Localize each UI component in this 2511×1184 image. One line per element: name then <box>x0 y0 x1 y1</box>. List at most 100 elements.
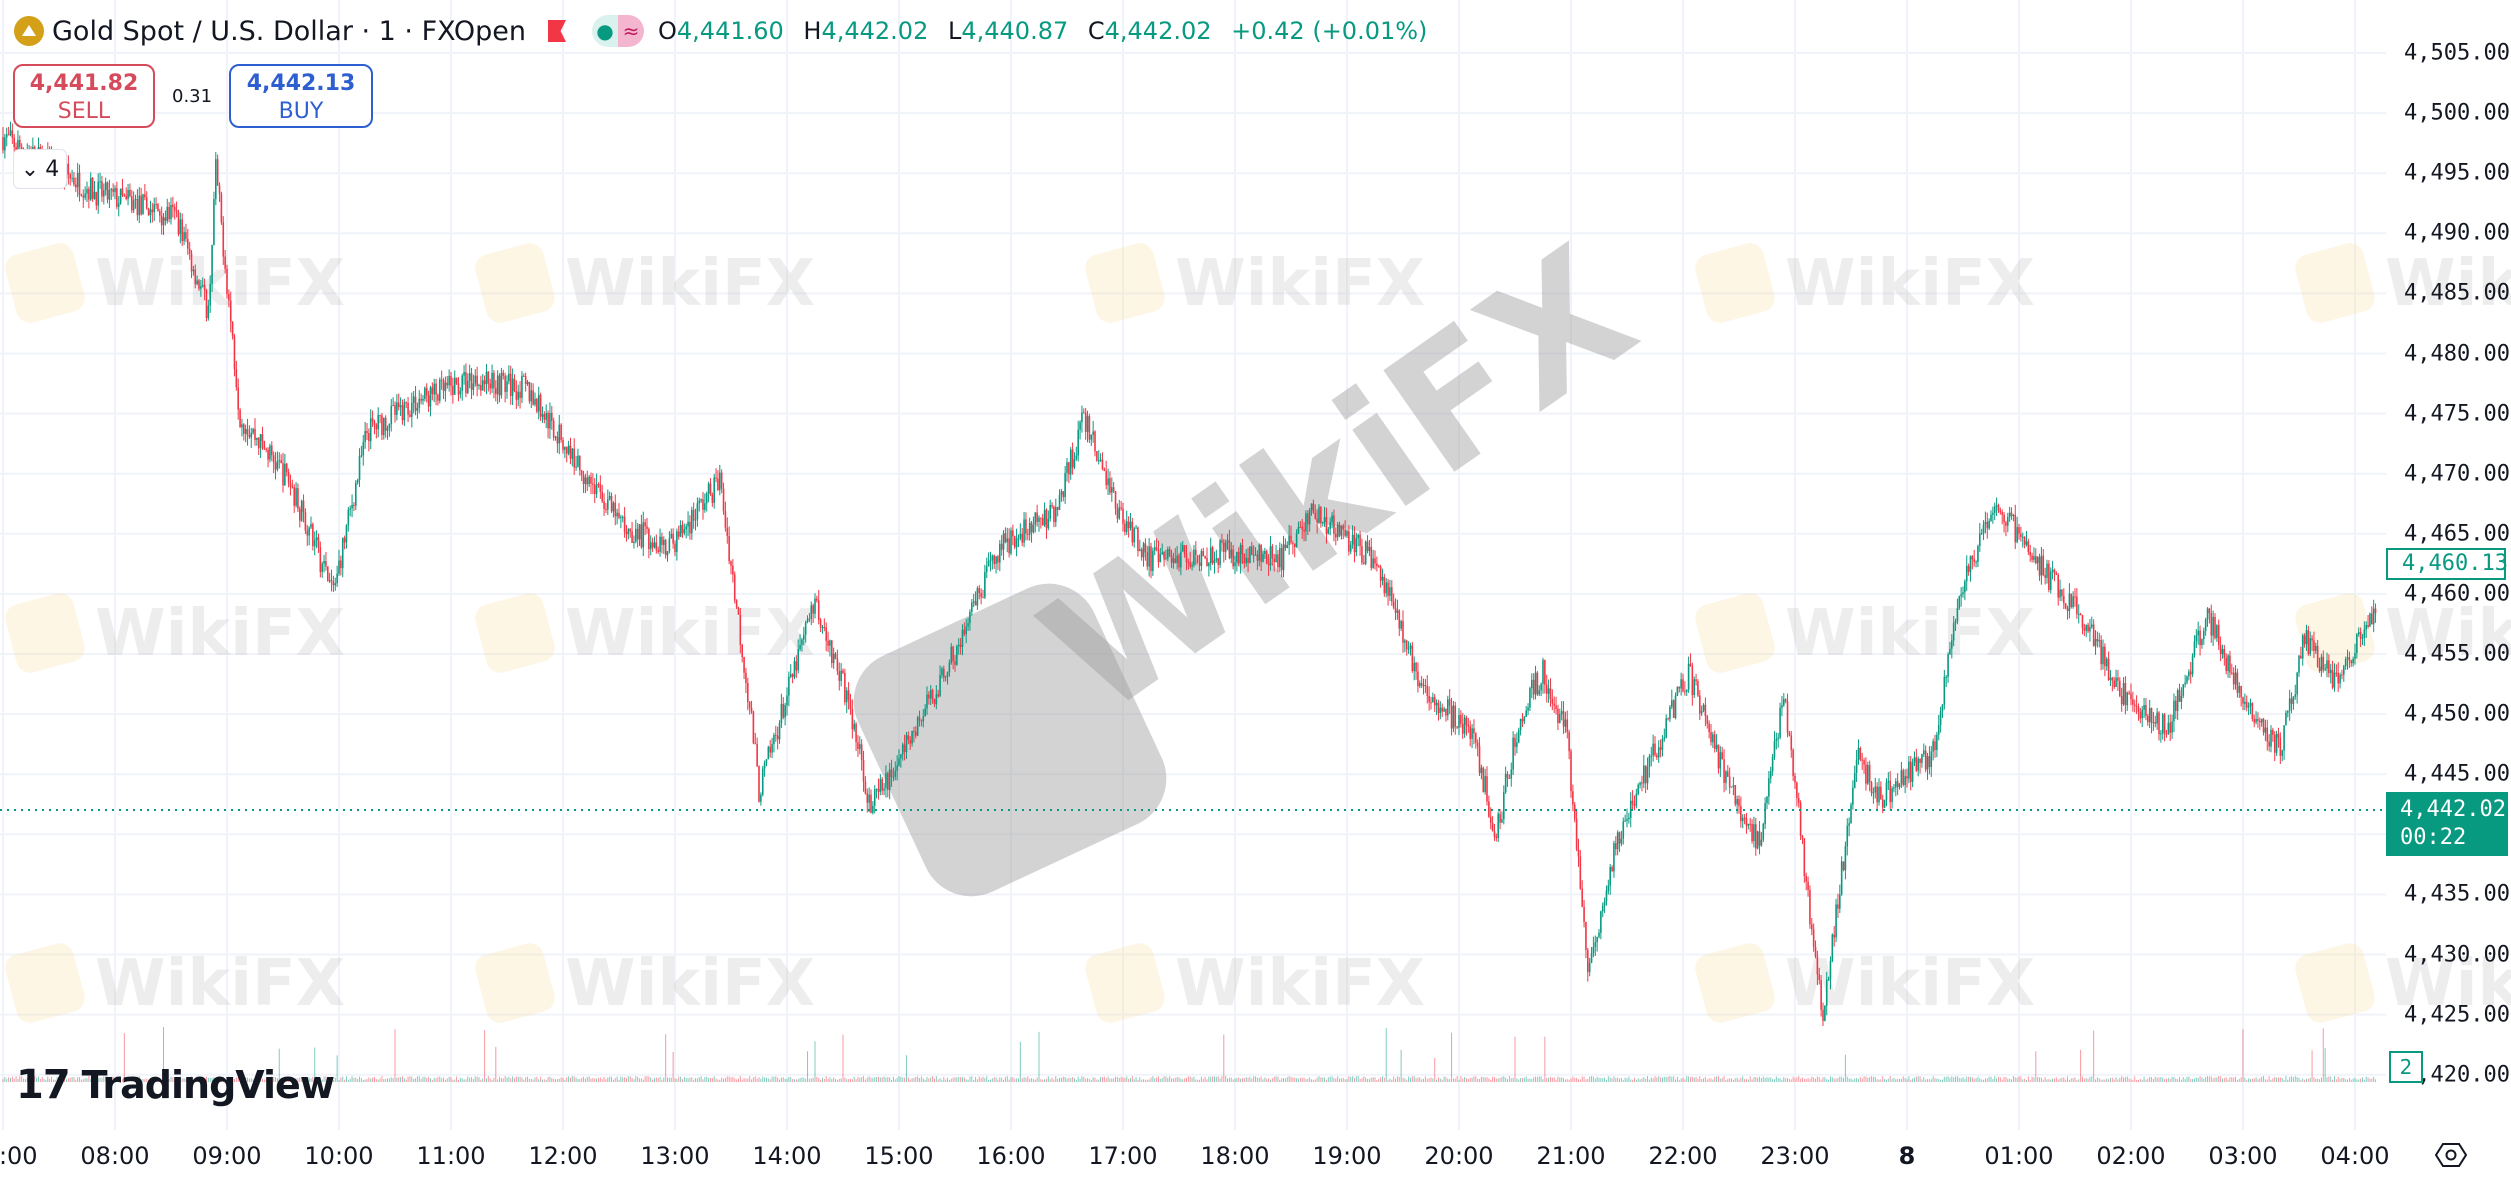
candle-body <box>198 280 200 289</box>
buy-button[interactable]: 4,442.13 BUY <box>229 64 373 128</box>
candle-body <box>1508 777 1511 779</box>
volume-bar <box>502 1078 504 1082</box>
volume-bar <box>879 1077 881 1082</box>
candle-body <box>1760 839 1763 846</box>
candle-body <box>1417 671 1419 687</box>
volume-bar <box>752 1077 754 1082</box>
time-axis[interactable]: 07:0008:0009:0010:0011:0012:0013:0014:00… <box>0 1130 2390 1184</box>
volume-bar <box>1027 1076 1029 1082</box>
volume-bar <box>963 1077 965 1082</box>
candle-body <box>313 540 316 547</box>
chart-settings-icon[interactable] <box>2434 1142 2468 1168</box>
candle-body <box>1753 824 1755 842</box>
candle-body <box>1695 679 1697 682</box>
volume-bar <box>372 1077 374 1082</box>
candle-body <box>444 382 447 392</box>
candle-body <box>1840 861 1843 895</box>
candle-body <box>1893 787 1895 789</box>
candle-body <box>537 394 540 412</box>
volume-bar <box>446 1078 448 1082</box>
candle-body <box>582 475 585 485</box>
tradingview-logo[interactable]: 17 TradingView <box>16 1062 335 1108</box>
sell-button[interactable]: 4,441.82 SELL <box>13 64 155 128</box>
volume-bar <box>762 1076 764 1082</box>
volume-bar <box>1449 1079 1451 1082</box>
candle-body <box>2268 741 2270 747</box>
volume-bar <box>1904 1077 1906 1082</box>
candle-body <box>1368 546 1371 551</box>
volume-bar <box>2091 1076 2093 1082</box>
price-axis-label: 4,485.00 <box>2404 280 2510 306</box>
volume-bar <box>571 1076 573 1082</box>
volume-pane-count[interactable]: 2 <box>2389 1051 2423 1083</box>
candle-body <box>987 560 990 567</box>
volume-bar <box>1094 1077 1096 1082</box>
candle-body <box>1355 538 1358 553</box>
candle-body <box>437 394 439 401</box>
candle-body <box>384 417 387 431</box>
volume-bar <box>872 1077 874 1082</box>
candle-body <box>885 773 887 789</box>
volume-bar <box>1357 1076 1359 1082</box>
candle-body <box>1254 554 1257 556</box>
candle-body <box>1404 640 1406 643</box>
volume-bar <box>39 1079 41 1082</box>
volume-bar <box>586 1076 588 1082</box>
candle-body <box>1273 558 1275 563</box>
volume-bar <box>261 1078 263 1082</box>
volume-bar <box>2266 1079 2268 1082</box>
candle-body <box>2010 512 2013 516</box>
volume-bar <box>1747 1079 1749 1082</box>
volume-bar <box>26 1077 28 1082</box>
volume-bar <box>258 1078 260 1082</box>
candle-body <box>2014 514 2017 543</box>
indicators-toggle-button[interactable]: ⌄ 4 <box>13 149 67 189</box>
market-status[interactable]: ● ≈ <box>592 15 645 47</box>
volume-bar <box>1673 1076 1675 1082</box>
symbol-title[interactable]: Gold Spot / U.S. Dollar · 1 · FXOpen <box>52 15 527 47</box>
volume-bar <box>1355 1076 1357 1082</box>
volume-bar <box>907 1077 909 1082</box>
candle-body <box>1532 679 1535 695</box>
chevron-down-icon: ⌄ <box>20 156 40 182</box>
candle-body <box>907 735 910 740</box>
candle-body <box>760 794 762 802</box>
volume-bar <box>2057 1079 2059 1082</box>
volume-bar <box>1023 1077 1025 1082</box>
candle-body <box>420 398 422 401</box>
candle-body <box>1249 546 1251 563</box>
candle-body <box>728 536 730 562</box>
volume-bar <box>1197 1079 1199 1082</box>
flag-icon[interactable] <box>548 20 567 42</box>
volume-bar <box>1152 1076 1154 1082</box>
candle-body <box>793 661 796 678</box>
volume-bar <box>398 1077 400 1082</box>
candle-body <box>2102 646 2104 665</box>
candle-body <box>1129 521 1132 529</box>
candle-body <box>1413 662 1415 672</box>
candle-body <box>261 434 264 441</box>
volume-bar <box>1012 1077 1014 1082</box>
volume-bar <box>2354 1077 2356 1082</box>
volume-bar <box>594 1078 596 1082</box>
candle-body <box>2343 666 2345 675</box>
volume-bar <box>1594 1078 1596 1082</box>
volume-bar <box>986 1076 988 1082</box>
volume-bar <box>747 1078 749 1082</box>
volume-bar <box>1212 1076 1214 1082</box>
candle-body <box>607 499 609 510</box>
volume-bar <box>661 1079 663 1082</box>
volume-bar <box>1255 1076 1257 1082</box>
candle-body <box>1041 517 1044 526</box>
candle-body <box>2350 660 2353 664</box>
candle-body <box>916 717 919 736</box>
candle-body <box>306 530 309 536</box>
volume-bar <box>568 1076 570 1082</box>
volume-bar <box>1955 1076 1957 1082</box>
volume-bar <box>1682 1077 1684 1082</box>
candle-body <box>1909 761 1912 782</box>
volume-bar <box>159 1079 161 1082</box>
price-axis[interactable]: 4,460.13 4,442.02 00:22 4,505.00 4,500.00 4… <box>2386 0 2511 1130</box>
time-axis-label: 13:00 <box>640 1142 710 1170</box>
